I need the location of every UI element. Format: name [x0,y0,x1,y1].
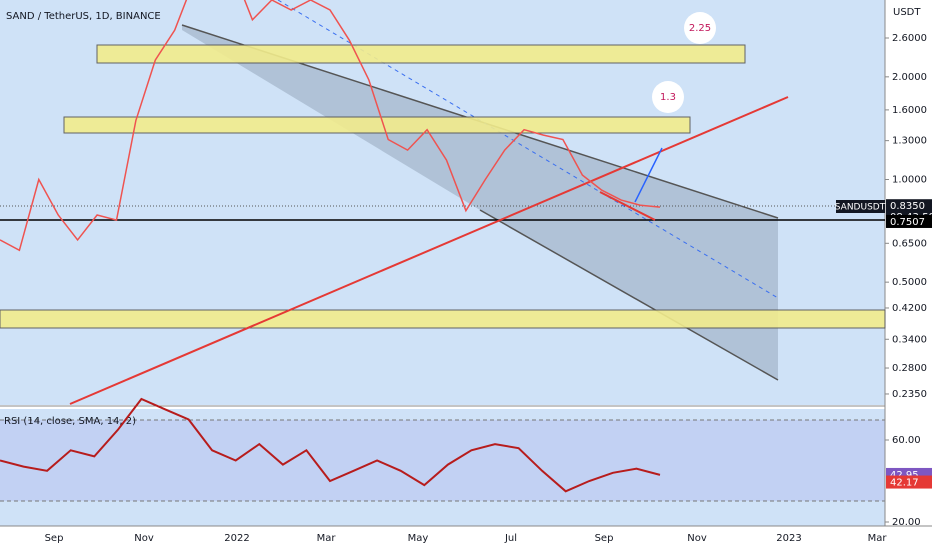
annotation: 1.3 [660,92,676,103]
rsi-tick-label: 20.00 [892,517,921,528]
rsi-sma [0,397,661,493]
time-label: Jul [504,533,517,544]
trend-line [69,96,789,405]
last-price: 0.8350 [890,201,925,212]
time-label: Mar [317,533,337,544]
price-tick-label: 1.0000 [892,175,927,186]
wedge-line [599,191,656,221]
time-label: 2022 [224,533,249,544]
price-tick-label: 0.6500 [892,238,927,249]
sma-value-badge [886,475,932,489]
time-label: 2023 [776,533,801,544]
rsi-band [0,420,885,501]
currency: USDT [893,7,921,18]
level-label-badge [886,214,932,228]
price-tick-label: 0.2800 [892,363,927,374]
time-label: Nov [687,533,707,544]
price-tick-label: 2.6000 [892,33,927,44]
callout [684,12,716,44]
rsi-title: RSI (14, close, SMA, 14, 2) [4,416,136,427]
price-tick-label: 0.3400 [892,334,927,345]
price-tick-label: 0.2350 [892,389,927,400]
level-label: 0.7507 [890,217,925,228]
price-pane [0,0,885,405]
time-label: Sep [595,533,614,544]
time-label: Mar [868,533,888,544]
zone [96,44,746,64]
annotation: 2.25 [689,23,711,34]
rsi-value: 42.95 [890,470,919,481]
time-label: Nov [134,533,154,544]
target-arrow [634,147,663,203]
rsi-tick-label: 60.00 [892,435,921,446]
sma-value: 42.17 [890,478,919,489]
price-tick-label: 2.0000 [892,72,927,83]
price-tick-label: 0.4200 [892,303,927,314]
channel [182,25,778,380]
symbol: SANDUSDT [835,203,886,213]
zone [63,116,691,134]
price-tick-label: 1.3000 [892,136,927,147]
chart-title: SAND / TetherUS, 1D, BINANCE [6,11,161,22]
price-line [0,0,661,252]
zone [0,309,886,329]
price-tick-label: 1.6000 [892,105,927,116]
time-label: May [408,533,429,544]
time-label: Sep [45,533,64,544]
symbol-badge [836,200,885,213]
callout [652,81,684,113]
price-tick-label: 0.5000 [892,277,927,288]
channel-bottom [479,209,779,381]
